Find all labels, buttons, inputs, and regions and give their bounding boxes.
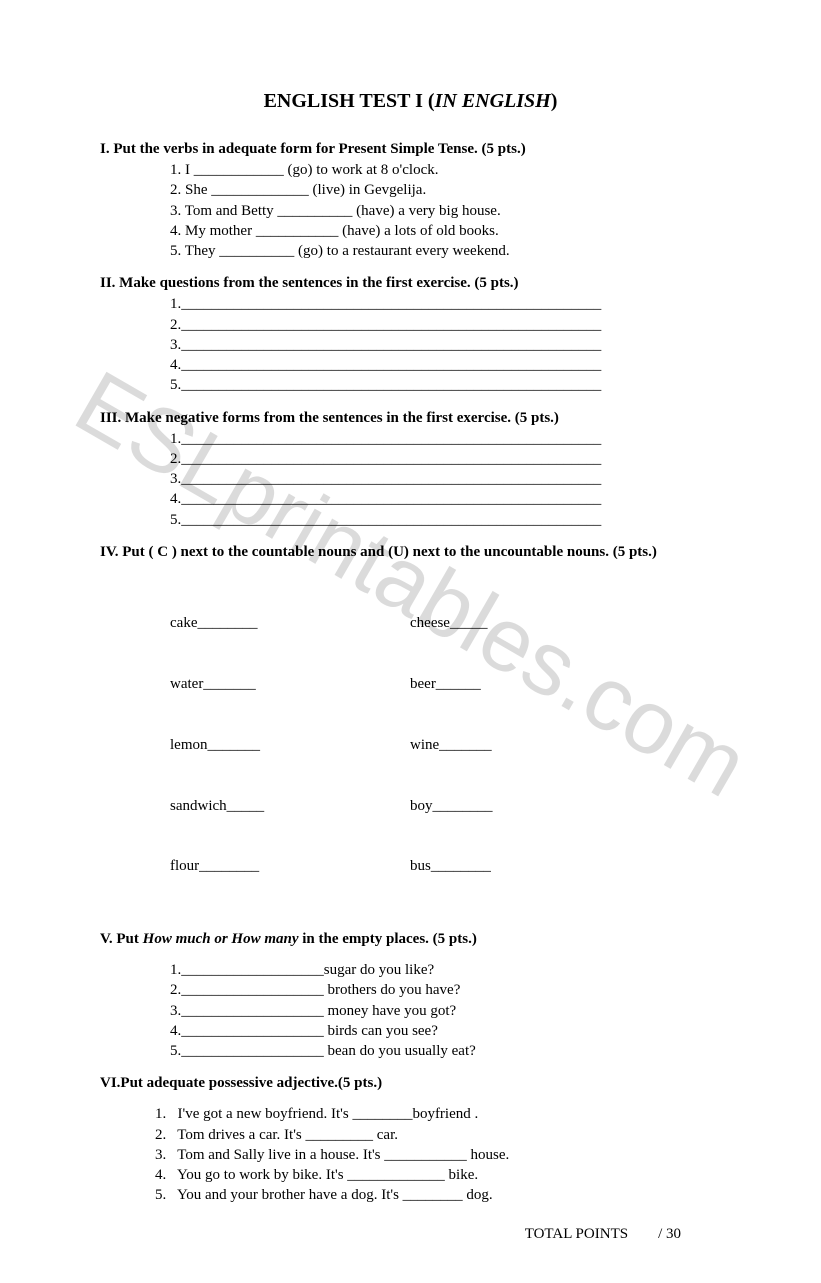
s5-item: 3.___________________ money have you got… (170, 1001, 721, 1021)
s4-left-item: sandwich_____ (170, 796, 410, 816)
s4-right-col: cheese_____ beer______ wine_______ boy__… (410, 573, 493, 917)
s2-item: 4.______________________________________… (170, 355, 721, 375)
s6-item: 2. Tom drives a car. It's _________ car. (155, 1125, 721, 1145)
s4-right-item: boy________ (410, 796, 493, 816)
section-3-head: III. Make negative forms from the senten… (100, 410, 721, 427)
section-5-head: V. Put How much or How many in the empty… (100, 931, 721, 948)
s2-item: 1.______________________________________… (170, 294, 721, 314)
total-label: TOTAL POINTS (525, 1226, 628, 1242)
title-close: ) (551, 90, 558, 112)
s1-item: 5. They __________ (go) to a restaurant … (170, 241, 721, 261)
s5-item: 2.___________________ brothers do you ha… (170, 980, 721, 1000)
section-3-items: 1.______________________________________… (170, 429, 721, 530)
s1-item: 1. I ____________ (go) to work at 8 o'cl… (170, 160, 721, 180)
s3-item: 1.______________________________________… (170, 429, 721, 449)
s1-item: 4. My mother ___________ (have) a lots o… (170, 221, 721, 241)
s4-left-item: flour________ (170, 856, 410, 876)
page-title: ENGLISH TEST I (IN ENGLISH) (100, 90, 721, 113)
s2-item: 3.______________________________________… (170, 335, 721, 355)
s2-item: 2.______________________________________… (170, 315, 721, 335)
s5-head-post: in the empty places. (5 pts.) (299, 931, 477, 947)
section-4-columns: cake________ water_______ lemon_______ s… (170, 573, 721, 917)
s3-item: 3.______________________________________… (170, 469, 721, 489)
s5-item: 4.___________________ birds can you see? (170, 1021, 721, 1041)
s2-item: 5.______________________________________… (170, 375, 721, 395)
s4-right-item: beer______ (410, 674, 493, 694)
s1-item: 3. Tom and Betty __________ (have) a ver… (170, 201, 721, 221)
s3-item: 2.______________________________________… (170, 449, 721, 469)
total-points: TOTAL POINTS / 30 (100, 1226, 721, 1243)
s3-item: 5.______________________________________… (170, 510, 721, 530)
s5-head-italic: How much or How many (143, 931, 299, 947)
section-6-head: VI.Put adequate possessive adjective.(5 … (100, 1075, 721, 1092)
title-plain: ENGLISH TEST I ( (264, 90, 435, 112)
section-1-items: 1. I ____________ (go) to work at 8 o'cl… (170, 160, 721, 261)
s3-item: 4.______________________________________… (170, 489, 721, 509)
title-italic: IN ENGLISH (435, 90, 551, 112)
s5-head-pre: V. Put (100, 931, 143, 947)
s6-item: 3. Tom and Sally live in a house. It's _… (155, 1145, 721, 1165)
section-1-head: I. Put the verbs in adequate form for Pr… (100, 141, 721, 158)
s6-item: 5. You and your brother have a dog. It's… (155, 1185, 721, 1205)
section-2-items: 1.______________________________________… (170, 294, 721, 395)
s4-right-item: bus________ (410, 856, 493, 876)
s6-item: 1. I've got a new boyfriend. It's ______… (155, 1104, 721, 1124)
worksheet-page: ENGLISH TEST I (IN ENGLISH) I. Put the v… (0, 0, 821, 1283)
s6-item: 4. You go to work by bike. It's ________… (155, 1165, 721, 1185)
s5-item: 5.___________________ bean do you usuall… (170, 1041, 721, 1061)
s4-left-item: water_______ (170, 674, 410, 694)
s4-left-col: cake________ water_______ lemon_______ s… (170, 573, 410, 917)
total-value: / 30 (658, 1226, 681, 1242)
section-6-items: 1. I've got a new boyfriend. It's ______… (155, 1104, 721, 1205)
s4-right-item: cheese_____ (410, 613, 493, 633)
section-2-head: II. Make questions from the sentences in… (100, 275, 721, 292)
s4-left-item: lemon_______ (170, 735, 410, 755)
s5-item: 1.___________________sugar do you like? (170, 960, 721, 980)
section-4-head: IV. Put ( C ) next to the countable noun… (100, 544, 721, 561)
s1-item: 2. She _____________ (live) in Gevgelija… (170, 180, 721, 200)
s4-left-item: cake________ (170, 613, 410, 633)
s4-right-item: wine_______ (410, 735, 493, 755)
section-5-items: 1.___________________sugar do you like? … (170, 960, 721, 1061)
